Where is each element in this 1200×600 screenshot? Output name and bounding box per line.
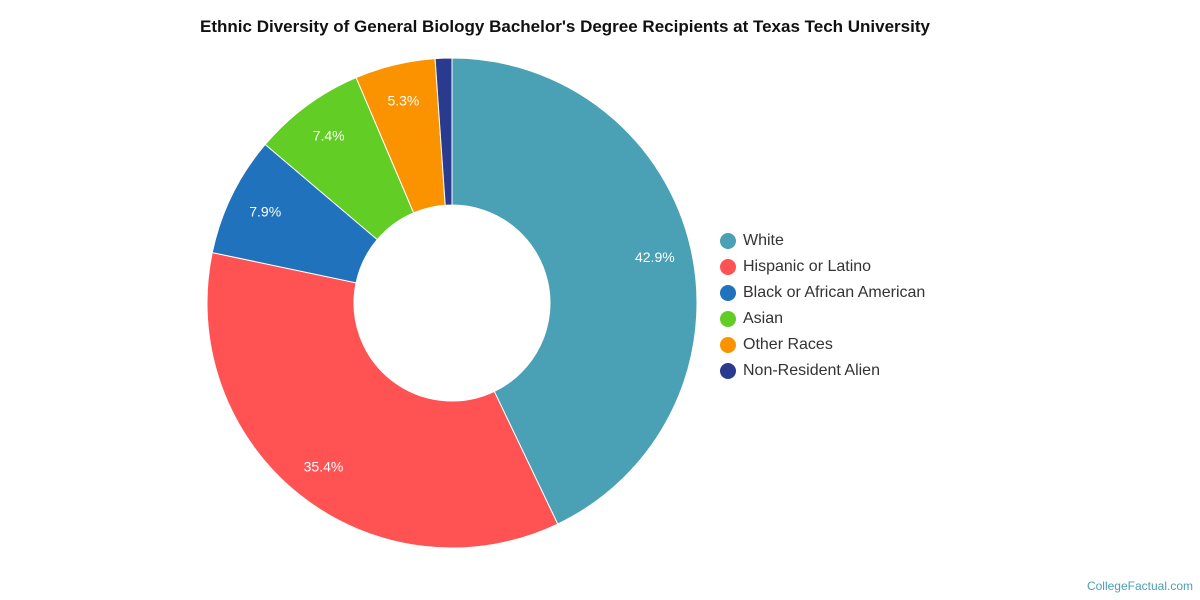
legend-item[interactable]: White <box>720 228 925 254</box>
legend-label: White <box>743 232 784 249</box>
slice-hispanic-or-latino[interactable] <box>206 251 559 549</box>
legend-label: Black or African American <box>743 284 926 301</box>
legend-swatch-icon <box>720 285 736 301</box>
legend-item[interactable]: Other Races <box>720 332 925 358</box>
legend-label: Non-Resident Alien <box>743 362 880 379</box>
legend-swatch-icon <box>720 337 736 353</box>
legend: White Hispanic or Latino Black or African … <box>720 228 925 384</box>
legend-swatch-icon <box>720 311 736 327</box>
slice-label: 42.9% <box>635 249 675 265</box>
slice-label: 35.4% <box>304 459 344 475</box>
legend-label: Other Races <box>743 336 833 353</box>
legend-label: Asian <box>743 310 784 327</box>
slice-label: 5.3% <box>387 93 419 109</box>
legend-item[interactable]: Black or African American <box>720 280 925 306</box>
legend-swatch-icon <box>720 363 736 379</box>
slice-label: 7.9% <box>249 203 281 219</box>
legend-swatch-icon <box>720 233 736 249</box>
legend-item[interactable]: Hispanic or Latino <box>720 254 925 280</box>
slice-non-resident-alien[interactable] <box>434 57 453 206</box>
legend-item[interactable]: Asian <box>720 306 925 332</box>
legend-label: Hispanic or Latino <box>743 258 872 275</box>
legend-swatch-icon <box>720 259 736 275</box>
slice-label: 7.4% <box>313 127 345 143</box>
slice-white[interactable] <box>451 57 698 525</box>
legend-item[interactable]: Non-Resident Alien <box>720 358 925 384</box>
chart-title: Ethnic Diversity of General Biology Bach… <box>200 17 930 36</box>
credit-link[interactable]: CollegeFactual.com <box>1086 579 1193 593</box>
